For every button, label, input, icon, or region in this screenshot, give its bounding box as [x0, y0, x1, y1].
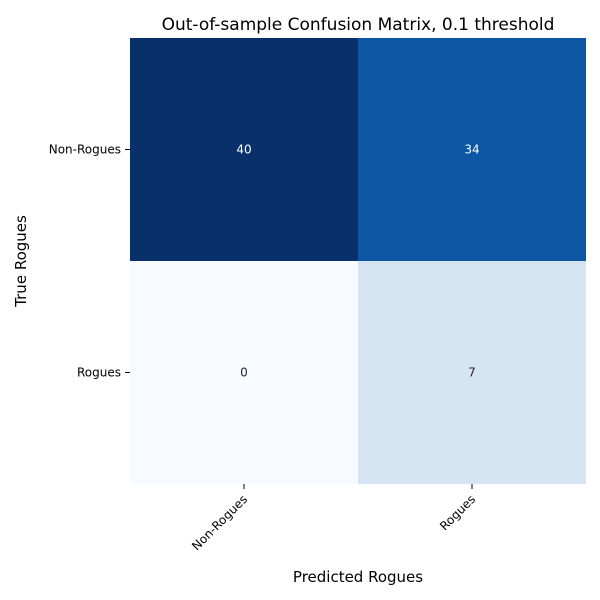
y-tick-label: Rogues [77, 366, 121, 380]
x-axis-label: Predicted Rogues [293, 568, 423, 586]
cell-value-label: 7 [468, 366, 476, 380]
cell-value-label: 40 [236, 143, 251, 157]
y-axis-label: True Rogues [12, 215, 30, 308]
x-tick-label: Rogues [437, 492, 478, 533]
heatmap-cell [130, 38, 358, 261]
heatmap-cell [358, 261, 586, 484]
cell-value-label: 34 [464, 143, 479, 157]
y-axis: Non-Rogues Rogues [49, 143, 130, 380]
heatmap-grid [130, 38, 586, 484]
x-axis: Non-Rogues Rogues [189, 484, 478, 553]
chart-title: Out-of-sample Confusion Matrix, 0.1 thre… [162, 15, 555, 35]
heatmap-cell [130, 261, 358, 484]
y-tick-label: Non-Rogues [49, 143, 121, 157]
cell-value-label: 0 [240, 366, 248, 380]
heatmap-cell [358, 38, 586, 261]
x-tick-label: Non-Rogues [189, 492, 250, 553]
cell-value-labels: 40 34 0 7 [236, 143, 479, 380]
